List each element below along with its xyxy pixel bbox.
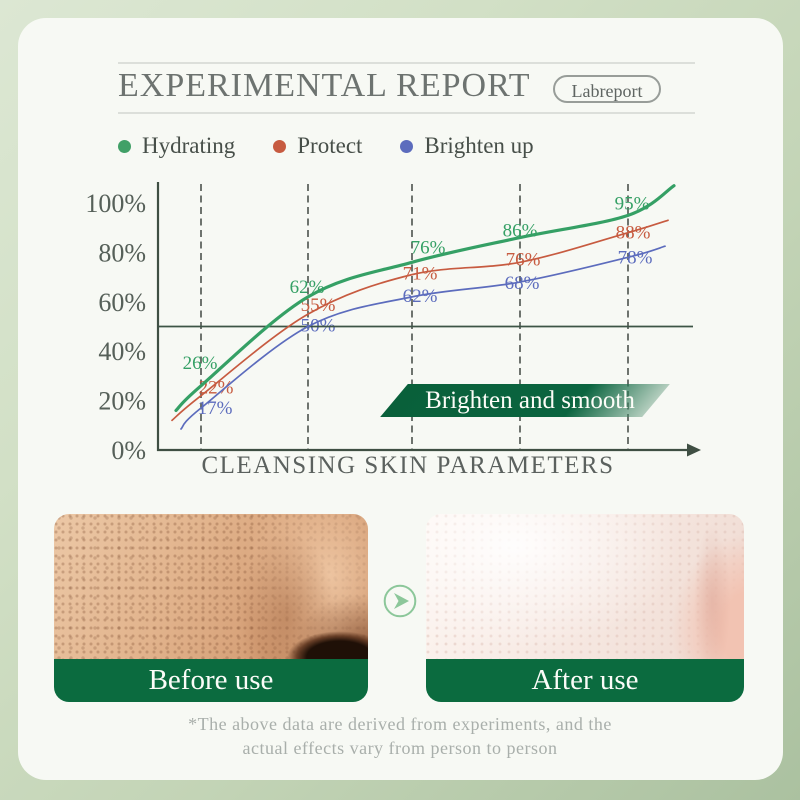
title-rule-top [118, 62, 695, 64]
labreport-badge: Labreport [553, 75, 661, 103]
before-label-bar: Before use [54, 659, 368, 702]
footnote-line-1: *The above data are derived from experim… [188, 714, 612, 734]
before-panel: Before use [54, 514, 368, 702]
legend-item-brighten-up: Brighten up [400, 133, 534, 159]
page-title: EXPERIMENTAL REPORT [118, 67, 531, 104]
banner-label: Brighten and smooth [425, 387, 635, 414]
legend-label: Hydrating [142, 133, 236, 158]
legend-label: Brighten up [424, 133, 534, 158]
protect-dot-icon [273, 139, 287, 153]
transition-arrow-icon [383, 584, 417, 618]
legend-item-hydrating: Hydrating [118, 133, 235, 159]
after-photo [426, 514, 744, 659]
highlight-banner: Brighten and smooth [380, 384, 670, 417]
legend: Hydrating Protect Brighten up [118, 133, 534, 159]
legend-item-protect: Protect [273, 133, 362, 159]
hydrating-dot-icon [118, 139, 131, 153]
title-rule-bottom [118, 112, 695, 114]
after-label-bar: After use [426, 659, 744, 702]
x-axis-title: CLEANSING SKIN PARAMETERS [201, 452, 615, 479]
brighten-up-dot-icon [400, 139, 414, 153]
before-photo [54, 514, 368, 659]
legend-label: Protect [297, 133, 363, 158]
after-panel: After use [426, 514, 744, 702]
footnote-line-2: actual effects vary from person to perso… [242, 738, 558, 758]
